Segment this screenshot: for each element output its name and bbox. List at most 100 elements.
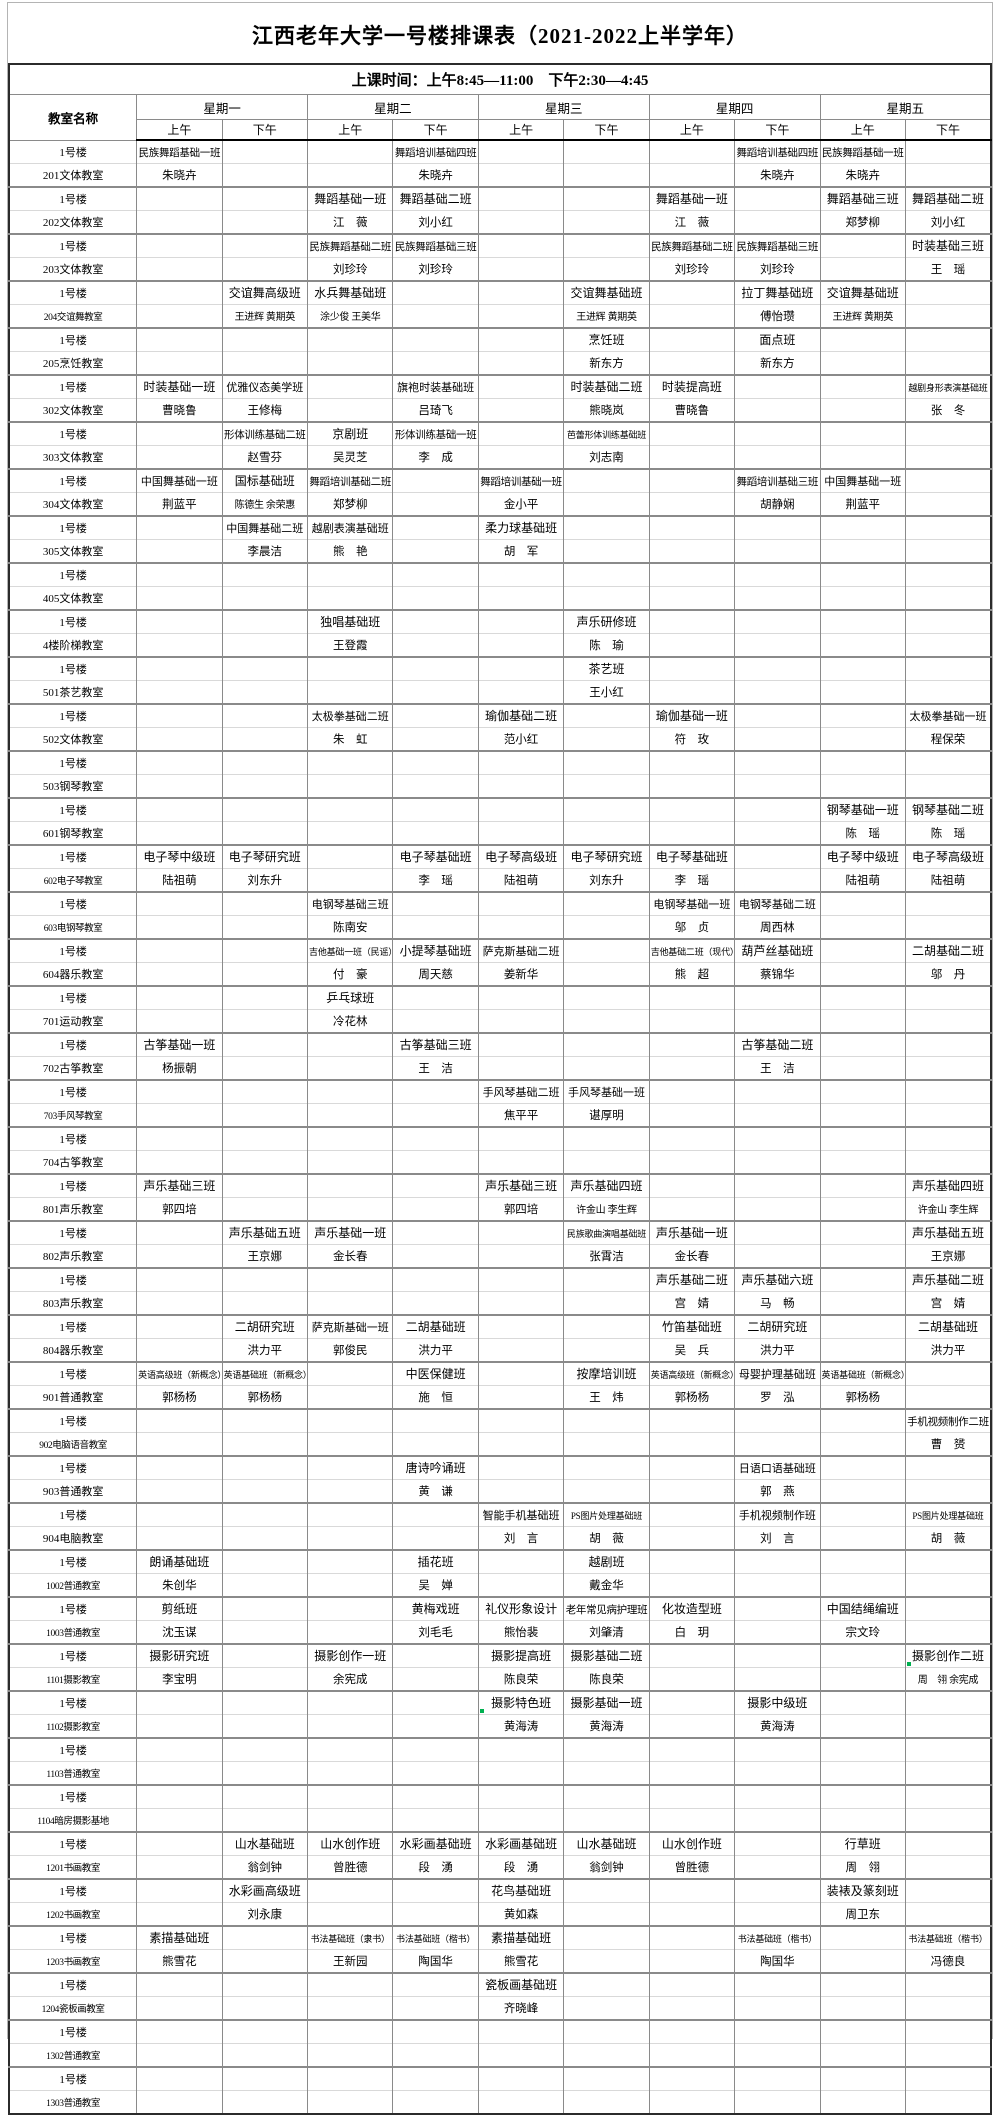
teacher-cell bbox=[477, 1761, 565, 1785]
corner-header: 教室名称 bbox=[8, 94, 138, 141]
building-label: 1号楼 bbox=[8, 1220, 138, 1245]
teacher-cell bbox=[307, 1197, 394, 1221]
class-row: 1号楼 朗诵基础班 插花班 越剧班 bbox=[8, 1549, 992, 1574]
class-cell bbox=[136, 421, 223, 446]
teacher-name: 洪力平 bbox=[247, 1345, 283, 1357]
class-cell bbox=[307, 1690, 394, 1715]
teacher-cell: 熊晓岚 bbox=[563, 398, 650, 422]
teacher-cell bbox=[307, 1103, 394, 1127]
room-label: 804器乐教室 bbox=[8, 1338, 138, 1362]
teacher-name: 刘永康 bbox=[247, 1909, 283, 1921]
class-name: 钢琴基础一班 bbox=[826, 803, 899, 817]
teacher-cell: 金长春 bbox=[648, 1244, 736, 1268]
class-cell bbox=[477, 985, 565, 1010]
room-label: 303文体教室 bbox=[8, 445, 138, 469]
page-title: 江西老年大学一号楼排课表（2021-2022上半学年） bbox=[252, 24, 748, 48]
teacher-cell bbox=[477, 257, 565, 281]
class-cell bbox=[904, 1972, 992, 1997]
class-name: 形体训练基础二班 bbox=[224, 430, 306, 441]
teacher-cell: 陈 瑶 bbox=[819, 821, 906, 845]
class-cell bbox=[734, 1079, 821, 1104]
teacher-cell bbox=[221, 1526, 309, 1550]
class-cell bbox=[477, 609, 565, 634]
class-cell bbox=[221, 1408, 309, 1433]
class-name: 时装基础三班 bbox=[911, 239, 984, 253]
class-cell bbox=[307, 1032, 394, 1057]
teacher-cell bbox=[307, 586, 394, 610]
class-name: 水彩画基础班 bbox=[399, 1837, 472, 1851]
class-cell bbox=[136, 656, 223, 681]
teacher-cell bbox=[136, 1808, 223, 1832]
class-cell bbox=[904, 1032, 992, 1057]
teacher-cell: 施 恒 bbox=[392, 1385, 479, 1409]
pm-header: 下午 bbox=[392, 119, 479, 141]
class-cell bbox=[307, 1361, 394, 1386]
class-cell bbox=[307, 140, 394, 164]
teacher-cell bbox=[734, 1244, 821, 1268]
room-label: 801声乐教室 bbox=[8, 1197, 138, 1221]
class-cell bbox=[819, 2066, 906, 2091]
class-cell bbox=[734, 609, 821, 634]
class-cell bbox=[136, 1502, 223, 1527]
teacher-cell: 吕琦飞 bbox=[392, 398, 479, 422]
teacher-cell: 朱晓卉 bbox=[819, 163, 906, 187]
teacher-cell: 郭杨杨 bbox=[648, 1385, 736, 1409]
class-name: 烹饪班 bbox=[588, 333, 625, 347]
class-cell bbox=[307, 1455, 394, 1480]
teacher-name: 王京娜 bbox=[247, 1251, 283, 1263]
teacher-cell: 王登霞 bbox=[307, 633, 394, 657]
teacher-cell bbox=[477, 915, 565, 939]
teacher-cell: 翁剑钟 bbox=[221, 1855, 309, 1879]
teacher-cell: 陈德生 余荣惠 bbox=[221, 492, 309, 516]
class-cell: 电钢琴基础二班 bbox=[734, 891, 821, 916]
class-name: 山水基础班 bbox=[576, 1837, 637, 1851]
class-name: 民族歌曲演唱基础班 bbox=[566, 1229, 647, 1239]
class-cell bbox=[477, 2019, 565, 2044]
teacher-name: 李 瑶 bbox=[674, 875, 710, 887]
class-cell bbox=[392, 280, 479, 305]
teacher-cell bbox=[819, 1808, 906, 1832]
teacher-cell bbox=[221, 2090, 309, 2114]
class-cell bbox=[136, 1267, 223, 1292]
building-label: 1号楼 bbox=[8, 233, 138, 258]
teacher-row: 901普通教室 郭杨杨 郭杨杨 施 恒 王 炜 郭杨杨 罗 泓 郭杨杨 bbox=[8, 1385, 992, 1409]
class-row: 1号楼 茶艺班 bbox=[8, 656, 992, 681]
class-cell: 太极拳基础二班 bbox=[307, 703, 394, 728]
class-cell bbox=[136, 1126, 223, 1151]
class-cell: 民族舞蹈基础三班 bbox=[734, 233, 821, 258]
class-cell: 优雅仪态美学班 bbox=[221, 374, 309, 399]
teacher-cell: 荆蓝平 bbox=[136, 492, 223, 516]
class-cell: 中医保健班 bbox=[392, 1361, 479, 1386]
building-label: 1号楼 bbox=[8, 1126, 138, 1151]
class-cell bbox=[392, 1079, 479, 1104]
teacher-cell bbox=[819, 1197, 906, 1221]
teacher-cell: 陶国华 bbox=[734, 1949, 821, 1973]
class-cell: 小提琴基础班 bbox=[392, 938, 479, 963]
class-cell bbox=[307, 797, 394, 822]
teacher-cell bbox=[307, 1714, 394, 1738]
class-cell bbox=[136, 515, 223, 540]
teacher-name: 郭杨杨 bbox=[162, 1392, 197, 1404]
teacher-name: 曹 赟 bbox=[930, 1439, 966, 1451]
teacher-cell: 张霄洁 bbox=[563, 1244, 650, 1268]
teacher-cell bbox=[136, 915, 223, 939]
class-cell bbox=[904, 1361, 992, 1386]
class-cell bbox=[904, 515, 992, 540]
pm-header: 下午 bbox=[221, 119, 309, 141]
building-label: 1号楼 bbox=[8, 515, 138, 540]
teacher-name: 刘珍玲 bbox=[332, 264, 368, 276]
am-header: 上午 bbox=[648, 119, 736, 141]
class-name: 拉丁舞基础班 bbox=[741, 286, 814, 300]
class-name: 二胡基础班 bbox=[917, 1320, 978, 1334]
teacher-cell bbox=[563, 774, 650, 798]
class-cell bbox=[734, 797, 821, 822]
class-cell: 声乐基础一班 bbox=[648, 1220, 736, 1245]
teacher-name: 王 炜 bbox=[589, 1392, 624, 1404]
class-row: 1号楼 声乐基础三班 声乐基础三班 声乐基础四班 声乐基础四班 bbox=[8, 1173, 992, 1198]
class-cell: 古筝基础二班 bbox=[734, 1032, 821, 1057]
teacher-name: 宫 婧 bbox=[930, 1298, 966, 1310]
class-name: 舞蹈基础二班 bbox=[911, 192, 984, 206]
class-cell bbox=[648, 562, 736, 587]
class-cell: 电钢琴基础三班 bbox=[307, 891, 394, 916]
class-cell: 摄影特色班 bbox=[477, 1690, 565, 1715]
